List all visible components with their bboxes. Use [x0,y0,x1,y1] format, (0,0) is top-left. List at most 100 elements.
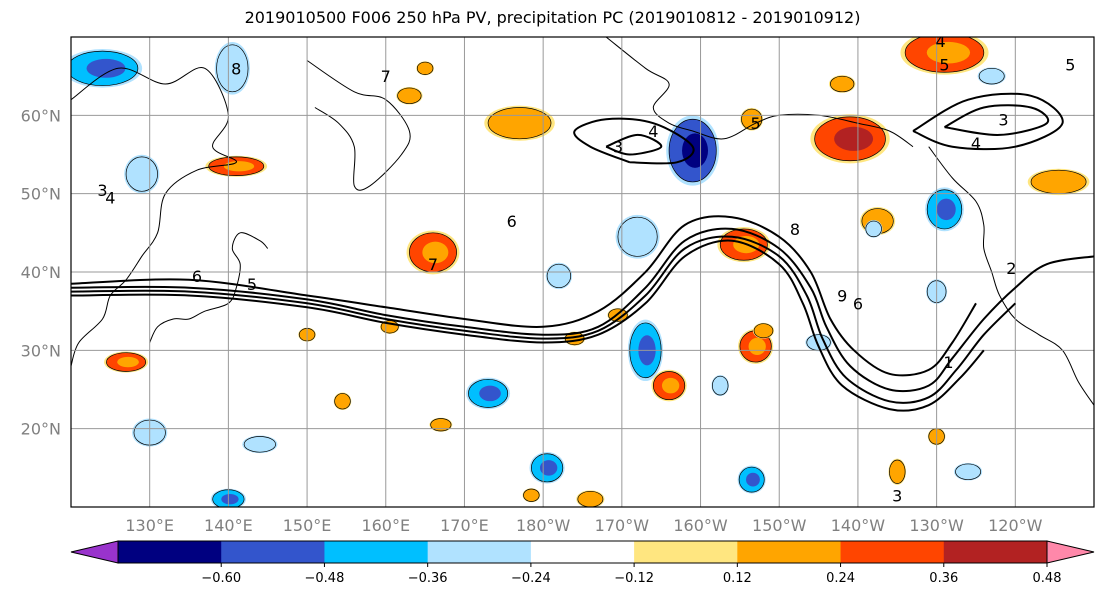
colorbar-tick-label: 0.48 [1033,571,1062,586]
pc-patch-core [479,385,501,402]
pc-patch-fill [830,75,855,93]
pc-patch-fill [711,375,729,396]
pc-patch [466,377,511,410]
pc-patch [545,262,573,290]
pv-contour-label: 5 [247,275,257,294]
graticule-layer [71,37,1094,507]
longitude-tick-label: 130°W [909,516,964,535]
pv-contour-label: 5 [751,114,761,133]
coastline-japan [149,232,269,343]
pc-patch [406,230,460,275]
longitude-tick-label: 150°W [752,516,807,535]
pc-patch-fill [865,220,882,238]
pv-contour-layer [71,92,1094,412]
pv-contour-label: 9 [837,287,847,306]
longitude-tick-label: 130°E [125,516,174,535]
pc-patch-fill [416,61,434,75]
longitude-tick-label: 120°W [988,516,1043,535]
colorbar-segment [324,541,429,563]
pc-patch-core [117,356,139,368]
pv-contour-label: 8 [790,220,800,239]
pv-contour-label: 5 [1065,55,1075,74]
pv-contour-label: 4 [105,189,115,208]
pc-patch-core [834,126,874,151]
pv-contour-8 [71,239,985,412]
pv-contour-label: 3 [613,138,623,157]
pv-contour-label: 6 [853,294,863,313]
pc-patch [900,37,989,75]
pc-patch [615,214,660,259]
pv-contour-label: 7 [428,255,438,274]
pv-contour-4 [573,117,695,165]
pc-patch [576,490,605,507]
pv-contour-label: 4 [971,134,981,153]
colorbar-segment [634,541,738,563]
pc-patch [810,114,890,164]
longitude-tick-label: 160°W [673,516,728,535]
pv-contour-label: 3 [97,181,107,200]
colorbar-tick-label: −0.12 [614,571,654,586]
precipitation-pc-layer [71,37,1090,507]
pc-patch-fill [216,44,249,93]
pv-contour-label: 5 [939,55,949,74]
longitude-tick-label: 170°E [440,516,489,535]
pv-contour-label: 3 [998,110,1008,129]
pc-patch-core [936,198,956,221]
latitude-tick-label: 20°N [21,420,61,439]
longitude-labels: 130°E 140°E 150°E 160°E 170°E 180°W 170°W 160°W… [125,516,1042,535]
longitude-tick-label: 150°E [283,516,332,535]
pc-patch-fill [1030,169,1087,195]
pc-patch-fill [889,459,906,484]
pc-patch-fill [741,108,763,130]
pc-patch [752,322,775,339]
longitude-tick-label: 170°W [595,516,650,535]
pc-patch [71,49,143,88]
latitude-tick-label: 60°N [21,106,61,125]
pc-patch-fill [955,463,982,480]
pv-contour-label: 7 [381,67,391,86]
latitude-tick-label: 50°N [21,185,61,204]
colorbar: −0.60 −0.48 −0.36 −0.24 −0.12 0.12 0.24 0.36 0.4… [70,540,1095,586]
map-frame [70,36,1095,508]
colorbar-tick-label: 0.12 [723,571,752,586]
colorbar-segment [840,541,945,563]
pc-patch [484,105,555,141]
pc-patch [396,86,423,105]
pv-contour-label: 2 [1006,259,1016,278]
pc-patch [977,67,1006,85]
pc-patch [925,187,964,232]
pc-patch-fill [397,87,422,104]
pc-patch-fill [243,436,276,453]
colorbar-segment [737,541,842,563]
pc-patch-fill [546,263,572,289]
colorbar-tick-label: 0.36 [929,571,958,586]
map-title: 2019010500 F006 250 hPa PV, precipitatio… [244,8,861,27]
pc-patch [205,155,268,177]
pc-patch [124,154,160,194]
pc-patch [711,375,730,397]
pc-patch-fill [978,67,1005,85]
pc-patch [828,75,856,93]
longitude-tick-label: 160°E [361,516,410,535]
colorbar-segment [943,541,1048,563]
pc-patch [333,392,352,411]
longitude-tick-label: 140°E [204,516,253,535]
pv-contour-6 [71,215,977,377]
coastline-namerica-west [928,146,1094,406]
pc-patch [429,417,453,432]
pv-contour-label: 1 [943,353,953,372]
pc-patch-fill [125,156,158,192]
pc-patch-fill [487,107,552,140]
pc-patch [1027,168,1090,196]
pc-patch-fill [334,393,351,410]
colorbar-tick-label: 0.24 [826,571,855,586]
pc-patch-fill [430,418,452,432]
pc-patch-core [540,460,558,476]
pv-contour-5 [71,227,1094,393]
pc-patch-core [223,161,255,172]
colorbar-segment [118,541,222,563]
pc-patch-core [221,493,239,505]
colorbar-tick-label: −0.24 [511,571,551,586]
